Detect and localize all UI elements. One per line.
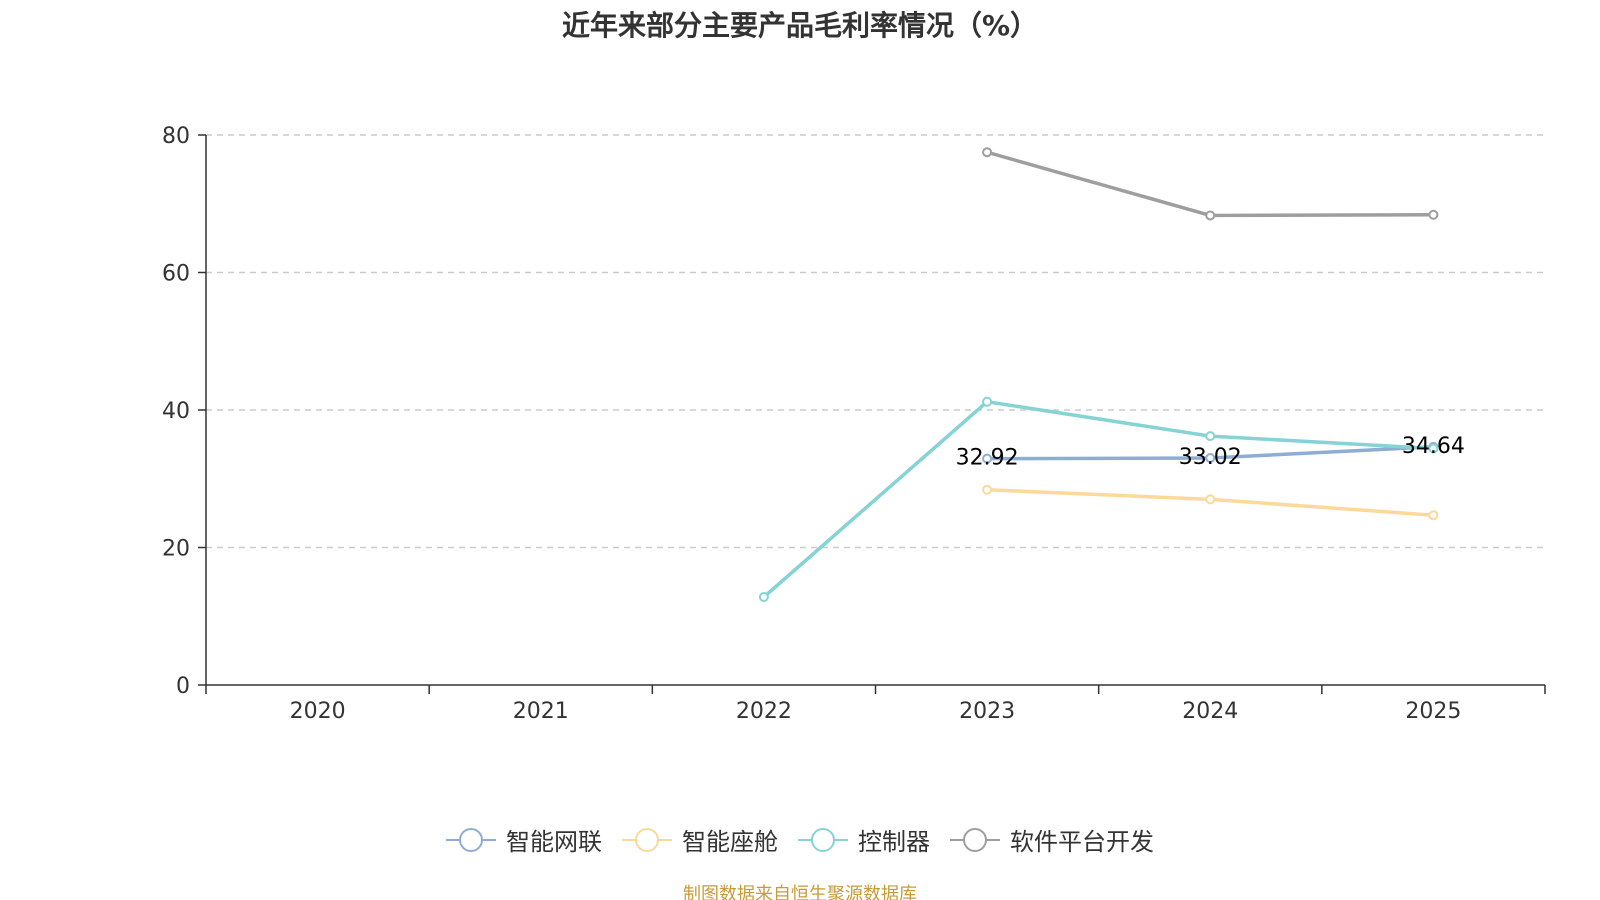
y-tick-label: 40: [162, 399, 190, 424]
data-point: [982, 453, 993, 464]
legend-line-circle-icon: [798, 827, 848, 852]
x-tick-label: 2020: [290, 699, 346, 724]
y-tick-label: 80: [162, 124, 190, 149]
data-label: 33.02: [1179, 445, 1242, 470]
legend-line-circle-icon: [622, 827, 672, 852]
data-point: [1205, 494, 1216, 505]
series-line-3: [986, 150, 1434, 218]
data-point: [1205, 431, 1216, 442]
legend-line-circle-icon: [950, 827, 1000, 852]
legend-label: 软件平台开发: [1010, 828, 1154, 856]
legend-item[interactable]: 软件平台开发: [950, 822, 1154, 857]
legend-label: 智能网联: [506, 828, 602, 856]
x-tick-label: 2021: [513, 699, 569, 724]
data-point: [982, 484, 993, 495]
legend-item[interactable]: 智能网联: [446, 822, 602, 857]
legend-line-circle-icon: [446, 827, 496, 852]
data-point: [758, 592, 769, 602]
data-label: 34.64: [1402, 434, 1465, 459]
x-tick-label: 2025: [1405, 699, 1461, 724]
source-note: 制图数据来自恒生聚源数据库: [683, 884, 917, 900]
legend-label: 控制器: [858, 828, 930, 856]
data-point: [982, 396, 993, 407]
data-point: [1205, 210, 1216, 221]
data-point: [1428, 510, 1439, 521]
legend-label: 智能座舱: [682, 828, 778, 856]
legend-item[interactable]: 智能座舱: [622, 822, 778, 857]
data-point: [1428, 443, 1439, 454]
x-tick-label: 2023: [959, 699, 1015, 724]
x-tick-label: 2022: [736, 699, 792, 724]
data-point: [982, 147, 993, 158]
data-label: 32.92: [956, 446, 1019, 471]
chart-title: 近年来部分主要产品毛利率情况（%）: [561, 9, 1039, 42]
line-chart: 0 20 40 60 80 2020 2021 2022 2023 2024 2025 32.92 33…: [162, 124, 1546, 724]
chart-legend: 智能网联 智能座舱 控制器 软件平台开发: [0, 822, 1600, 857]
y-tick-label: 60: [162, 262, 190, 287]
legend-item[interactable]: 控制器: [798, 822, 930, 857]
y-tick-label: 0: [176, 674, 190, 699]
x-tick-label: 2024: [1182, 699, 1238, 724]
data-point: [1428, 209, 1439, 220]
data-point: [1205, 452, 1216, 463]
y-tick-label: 20: [162, 537, 190, 562]
series-line-2: [762, 400, 1434, 599]
